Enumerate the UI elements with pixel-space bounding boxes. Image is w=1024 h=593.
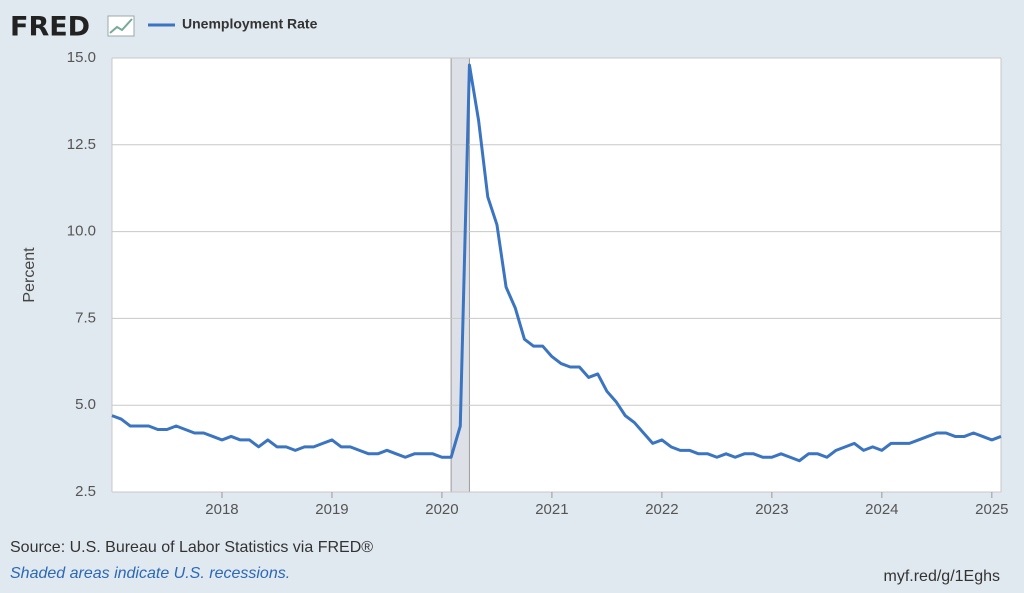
y-tick-label: 2.5 [75,483,96,500]
x-tick-label: 2024 [865,501,898,518]
x-tick-label: 2023 [755,501,788,518]
y-axis-label: Percent [21,247,38,303]
y-tick-label: 5.0 [75,396,96,413]
x-tick-label: 2025 [975,501,1008,518]
recession-note: Shaded areas indicate U.S. recessions. [10,565,290,582]
logo-icon [107,15,135,37]
plot-area [112,58,1001,492]
legend-label: Unemployment Rate [182,16,318,32]
x-tick-label: 2021 [535,501,568,518]
source: Source: U.S. Bureau of Labor Statistics … [10,539,373,556]
x-tick-label: 2019 [315,501,348,518]
data-line [111,63,1002,463]
y-tick-label: 7.5 [75,309,96,326]
x-tick-label: 2022 [645,501,678,518]
y-tick-label: 12.5 [67,136,96,153]
x-tick-label: 2020 [425,501,458,518]
x-tick-label: 2018 [205,501,238,518]
y-tick-label: 15.0 [67,49,96,66]
short-link[interactable]: myf.red/g/1Eghs [884,568,1001,585]
y-tick-label: 10.0 [67,223,96,240]
logo: FRED [10,12,90,43]
